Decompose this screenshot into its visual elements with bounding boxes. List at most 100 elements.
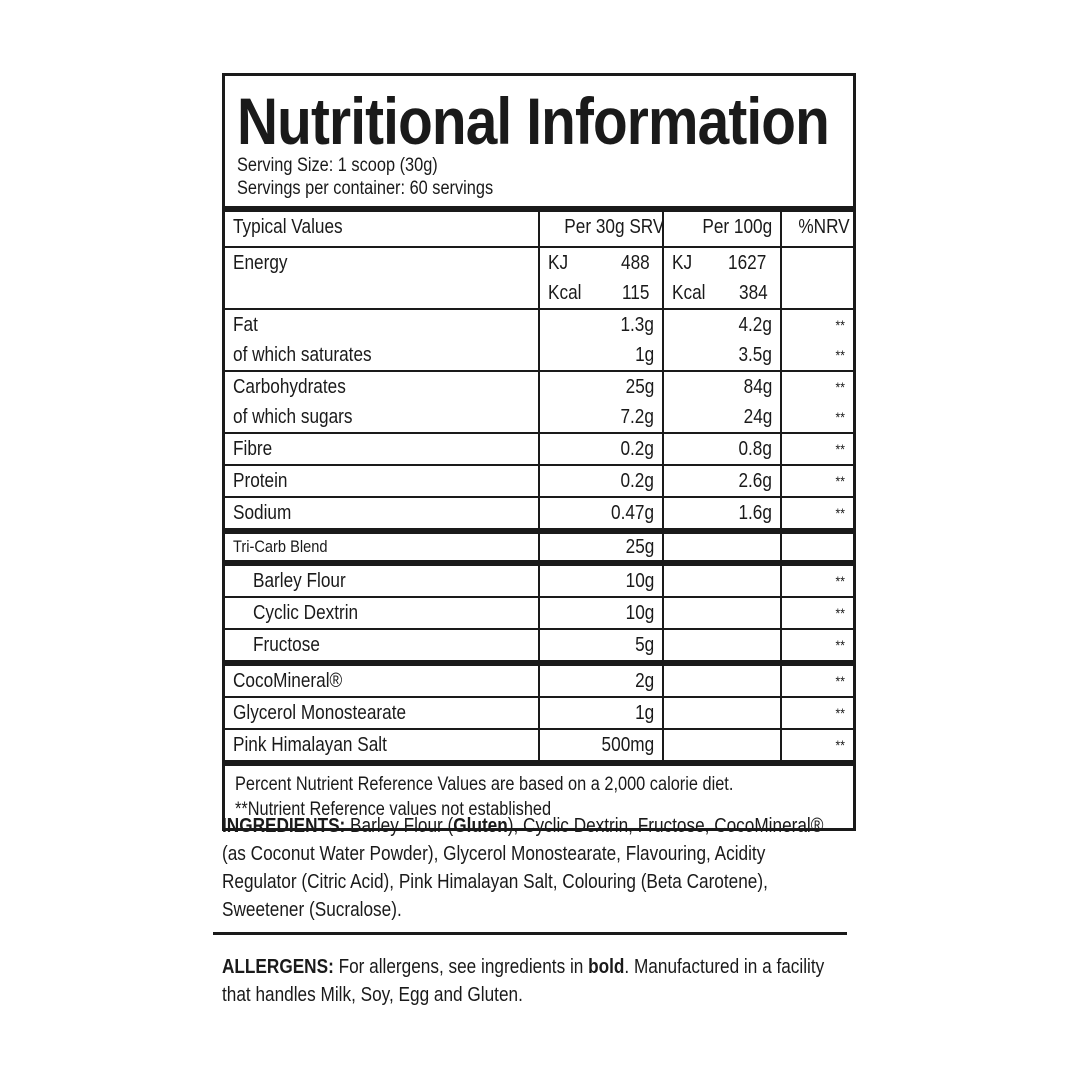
nutrient-label: Fibre: [233, 438, 273, 460]
table-cell: **: [781, 697, 853, 729]
nutrient-per100: 2.6g: [738, 470, 772, 492]
srv-kcal: 115: [622, 282, 650, 304]
page-title: Nutritional Information: [237, 84, 830, 158]
table-row: Fibre 0.2g 0.8g **: [225, 433, 853, 465]
nutrient-label: Sodium: [233, 502, 292, 524]
nutrient-label: Protein: [233, 470, 288, 492]
table-cell: Sodium: [225, 497, 540, 531]
srv-kj: 488: [620, 252, 650, 274]
table-cell: %NRV: [781, 212, 853, 247]
serving-size: Serving Size: 1 scoop (30g): [237, 155, 438, 176]
table-row: Pink Himalayan Salt 500mg **: [225, 729, 853, 763]
table-cell: Tri-Carb Blend: [225, 531, 540, 563]
nutrient-nrv: **: [835, 379, 845, 395]
item-srv: 10g: [625, 602, 654, 624]
nutrient-per100: 24g: [743, 406, 772, 428]
item-srv: 1g: [634, 702, 654, 724]
table-cell: 2.6g: [663, 465, 782, 497]
table-cell: Pink Himalayan Salt: [225, 729, 540, 763]
nutrient-per100: 84g: [743, 376, 772, 398]
table-cell: 4.2g 3.5g: [663, 309, 782, 371]
table-row: CocoMineral® 2g **: [225, 663, 853, 697]
header-per-100g: Per 100g: [702, 216, 772, 238]
table-cell: 0.2g: [539, 465, 664, 497]
item-nrv: **: [835, 637, 845, 653]
table-row: Glycerol Monostearate 1g **: [225, 697, 853, 729]
allergens-segment: For allergens, see ingredients in: [338, 956, 589, 978]
table-cell: 1.6g: [663, 497, 782, 531]
table-cell: 0.47g: [539, 497, 664, 531]
nutrient-srv: 1.3g: [620, 314, 654, 336]
header-typical-values: Typical Values: [233, 216, 343, 238]
table-row: Protein 0.2g 2.6g **: [225, 465, 853, 497]
allergens-segment: ALLERGENS:: [222, 956, 339, 978]
allergens-text: ALLERGENS: For allergens, see ingredient…: [222, 953, 841, 1009]
header-nrv: %NRV: [798, 216, 850, 238]
nutrient-per100: 0.8g: [738, 438, 772, 460]
divider: [213, 932, 847, 935]
table-cell: **: [781, 663, 853, 697]
table-cell: [781, 531, 853, 563]
item-label: Cyclic Dextrin: [253, 602, 359, 624]
nutrient-label: Carbohydrates: [233, 376, 346, 398]
nutrient-srv: 0.47g: [610, 502, 654, 524]
nutrient-per100: 3.5g: [738, 344, 772, 366]
table-cell: 84g 24g: [663, 371, 782, 433]
nutrient-per100: 1.6g: [738, 502, 772, 524]
nutrient-label: of which saturates: [233, 344, 372, 366]
header-per-serving: Per 30g SRV: [564, 216, 663, 238]
table-cell: [663, 597, 782, 629]
table-cell: ** **: [781, 371, 853, 433]
servings-per-container: Servings per container: 60 servings: [237, 178, 494, 199]
table-cell: [663, 563, 782, 597]
item-srv: 2g: [634, 670, 654, 692]
table-row: Fructose 5g **: [225, 629, 853, 663]
nutrient-srv: 1g: [634, 344, 654, 366]
blend-label: Tri-Carb Blend: [233, 537, 328, 556]
table-cell: [781, 247, 853, 309]
table-cell: CocoMineral®: [225, 663, 540, 697]
nutrient-srv: 7.2g: [620, 406, 654, 428]
ingredients-segment: Barley Flour (: [350, 815, 454, 837]
table-cell: Cyclic Dextrin: [225, 597, 540, 629]
table-cell: KJ 488 Kcal 115: [539, 247, 664, 309]
nutrition-panel: Nutritional Information Serving Size: 1 …: [222, 73, 856, 831]
unit-kj: KJ: [548, 252, 569, 274]
nutrient-nrv: **: [835, 317, 845, 333]
table-cell: **: [781, 465, 853, 497]
item-srv: 5g: [634, 634, 654, 656]
nutrient-label: Fat: [233, 314, 258, 336]
table-cell: **: [781, 597, 853, 629]
item-label: Barley Flour: [253, 570, 346, 592]
footnote: Percent Nutrient Reference Values are ba…: [225, 766, 853, 828]
per100-kcal: 384: [738, 282, 768, 304]
table-cell: Fructose: [225, 629, 540, 663]
table-cell: Per 30g SRV: [539, 212, 664, 247]
nutrient-nrv: **: [835, 347, 845, 363]
ingredients-segment: INGREDIENTS:: [222, 815, 351, 837]
allergens-segment: . Manufactured in a facility that handle…: [222, 956, 825, 1006]
table-cell: 25g 7.2g: [539, 371, 664, 433]
table-row: Fat of which saturates 1.3g 1g 4.2g 3.5g ** **: [225, 309, 853, 371]
table-cell: 1.3g 1g: [539, 309, 664, 371]
nutrient-nrv: **: [835, 505, 845, 521]
table-cell: 10g: [539, 597, 664, 629]
unit-kcal: Kcal: [672, 282, 706, 304]
table-row: Barley Flour 10g **: [225, 563, 853, 597]
per100-kj: 1627: [727, 252, 766, 274]
nutrition-table: Typical Values Per 30g SRV Per 100g %NRV Ene…: [225, 212, 853, 766]
item-nrv: **: [835, 573, 845, 589]
table-cell: 1g: [539, 697, 664, 729]
table-cell: [663, 663, 782, 697]
table-cell: 0.8g: [663, 433, 782, 465]
ingredients-text: INGREDIENTS: Barley Flour (Gluten), Cycl…: [222, 812, 841, 924]
table-cell: **: [781, 629, 853, 663]
table-cell: **: [781, 433, 853, 465]
nutrient-per100: 4.2g: [738, 314, 772, 336]
table-cell: [663, 531, 782, 563]
item-nrv: **: [835, 673, 845, 689]
ingredients-segment: Gluten: [453, 815, 508, 837]
table-cell: [663, 629, 782, 663]
table-cell: ** **: [781, 309, 853, 371]
item-label: Pink Himalayan Salt: [233, 734, 387, 756]
